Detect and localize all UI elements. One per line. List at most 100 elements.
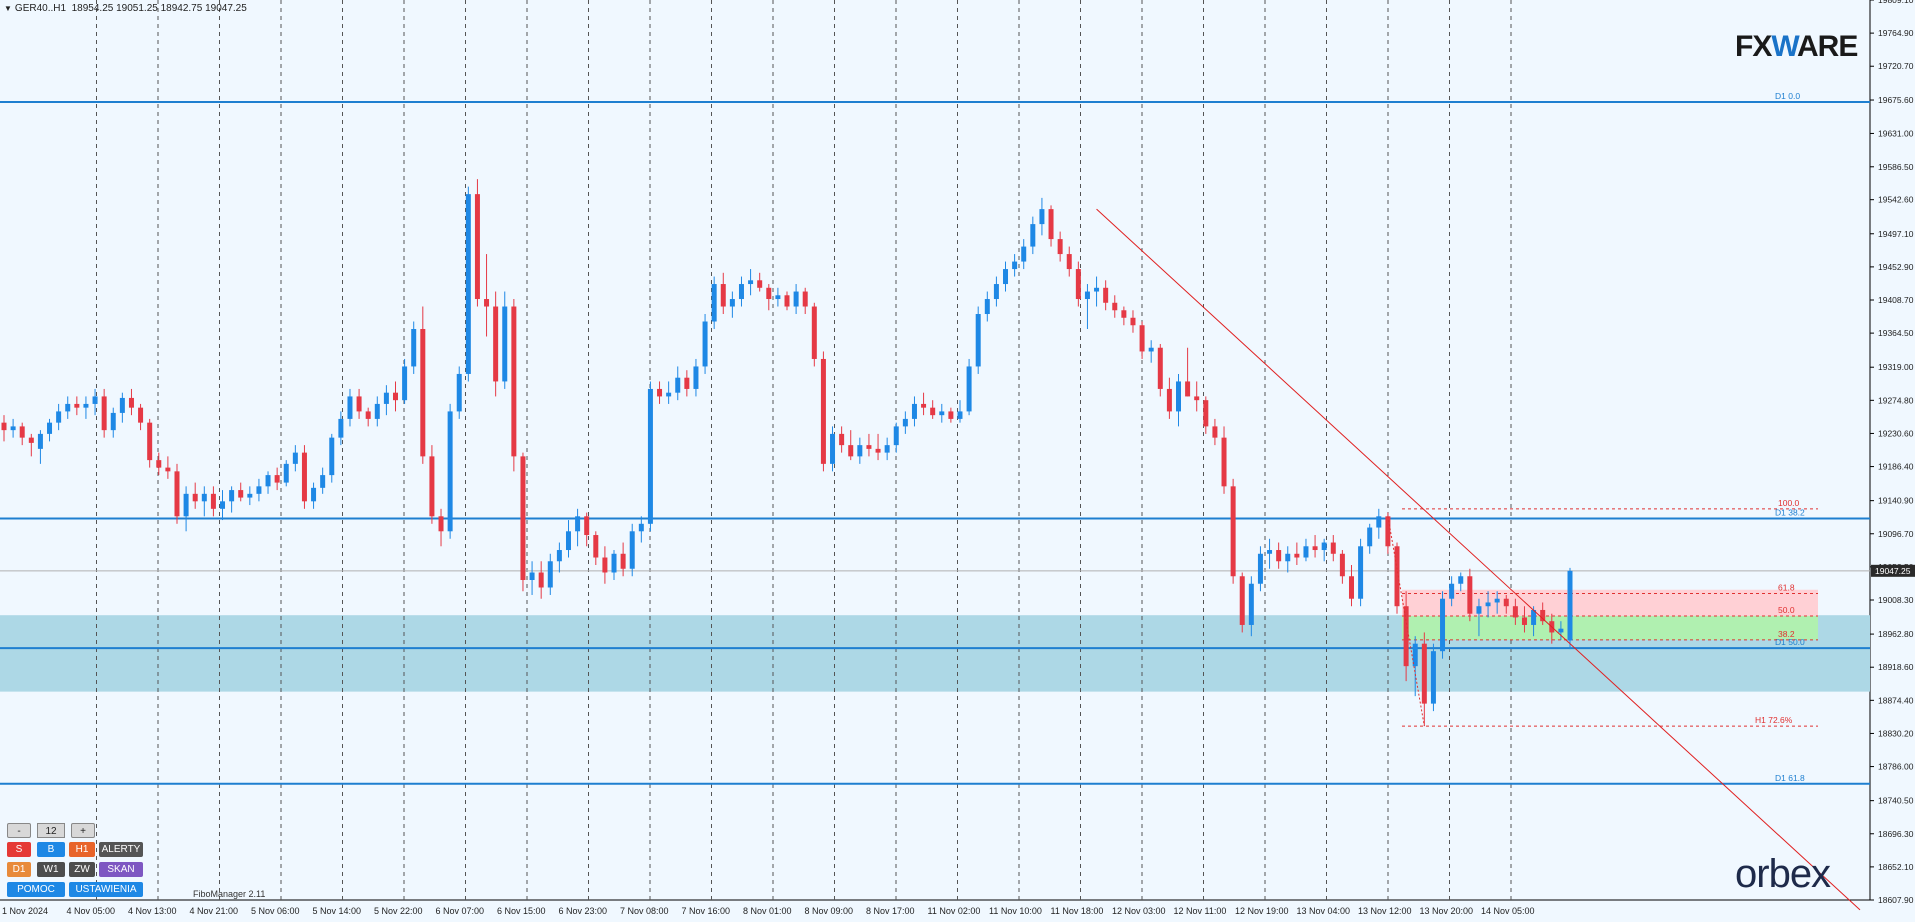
h1-button[interactable]: H1 [69, 842, 95, 857]
candle-body [1321, 542, 1327, 551]
candle-body [1103, 287, 1109, 303]
candle [729, 291, 735, 318]
candle-body [456, 373, 462, 412]
w1-button[interactable]: W1 [37, 862, 65, 877]
candle [520, 452, 526, 592]
candle [975, 306, 981, 374]
candle-body [702, 321, 708, 367]
candle [420, 306, 426, 464]
candle [948, 407, 954, 423]
price-tick-label: 18962.80 [1878, 629, 1914, 639]
candle [1531, 606, 1537, 637]
candle [848, 430, 854, 461]
candle [1094, 276, 1100, 307]
candle-body [1558, 628, 1564, 633]
candle [1203, 396, 1209, 434]
candle [1467, 568, 1473, 622]
candle-body [10, 426, 16, 431]
candle [1048, 205, 1054, 247]
candle-body [893, 426, 899, 446]
scan-button[interactable]: SKAN [99, 862, 143, 877]
candle-body [1094, 287, 1100, 292]
candle-body [520, 456, 526, 580]
candle-body [1358, 546, 1364, 599]
zoom-minus-button[interactable]: - [7, 823, 31, 838]
candle-body [1075, 269, 1081, 300]
candle-body [465, 194, 471, 374]
candle-body [1048, 209, 1054, 240]
time-label: 5 Nov 14:00 [313, 906, 362, 916]
candle [201, 486, 207, 517]
candle-body [793, 291, 799, 307]
candle-body [92, 396, 98, 404]
candle [1103, 280, 1109, 311]
alerts-button[interactable]: ALERTY [99, 842, 143, 857]
time-label: 11 Nov 18:00 [1051, 906, 1104, 916]
d1-button[interactable]: D1 [7, 862, 31, 877]
candle [529, 561, 535, 595]
candle [839, 426, 845, 453]
candle-body [1230, 486, 1236, 577]
candle-body [1239, 576, 1245, 625]
collapse-arrow-icon[interactable]: ▼ [4, 4, 12, 13]
candle-body [283, 463, 289, 483]
candle [957, 400, 963, 423]
price-tick-label: 18918.60 [1878, 662, 1914, 672]
candle [347, 388, 353, 427]
time-label: 1 Nov 2024 [2, 906, 48, 916]
candle [775, 287, 781, 307]
zoom-value[interactable]: 12 [37, 823, 65, 838]
candle-body [1567, 570, 1573, 641]
price-tick-label: 19364.50 [1878, 328, 1914, 338]
candle [110, 407, 116, 438]
candle [930, 400, 936, 419]
candle-body [493, 306, 499, 382]
candle-body [766, 287, 772, 300]
candle [565, 520, 571, 558]
candle-body [1012, 261, 1018, 270]
sell-button[interactable]: S [7, 842, 31, 857]
settings-button[interactable]: USTAWIENIA [69, 882, 143, 897]
candle [1358, 538, 1364, 607]
candle-body [210, 493, 216, 509]
h1-fib-label: 50.0 [1778, 605, 1795, 615]
candle-body [1376, 516, 1382, 528]
candle [47, 418, 53, 442]
candle-body [1166, 388, 1172, 412]
candle [1394, 542, 1400, 614]
candle-body [738, 284, 744, 300]
buy-button[interactable]: B [37, 842, 65, 857]
candle-body [1112, 302, 1118, 311]
candle [474, 179, 480, 307]
candle [1567, 567, 1573, 650]
trendline [1096, 208, 1861, 911]
candle-body [320, 475, 326, 488]
candle [183, 486, 189, 532]
candle [921, 392, 927, 416]
zw-button[interactable]: ZW [69, 862, 95, 877]
candle-body [1512, 606, 1518, 618]
price-tick-label: 18696.30 [1878, 829, 1914, 839]
candle [766, 284, 772, 311]
candle-body [1185, 381, 1191, 397]
candle-body [1458, 576, 1464, 584]
candle [37, 430, 43, 464]
candle-body [1312, 546, 1318, 551]
candle-body [939, 411, 945, 416]
candle [156, 452, 162, 476]
candle-body [1521, 617, 1527, 625]
candle-body [429, 456, 435, 517]
candle [1421, 632, 1427, 727]
candle [1285, 546, 1291, 573]
candle [1, 415, 7, 442]
zoom-plus-button[interactable]: + [71, 823, 95, 838]
time-label: 6 Nov 23:00 [559, 906, 608, 916]
candle-body [848, 445, 854, 457]
help-button[interactable]: POMOC [7, 882, 65, 897]
candle [274, 467, 280, 491]
candle [1139, 321, 1145, 359]
candle-body [529, 572, 535, 580]
candle-body [1303, 546, 1309, 558]
